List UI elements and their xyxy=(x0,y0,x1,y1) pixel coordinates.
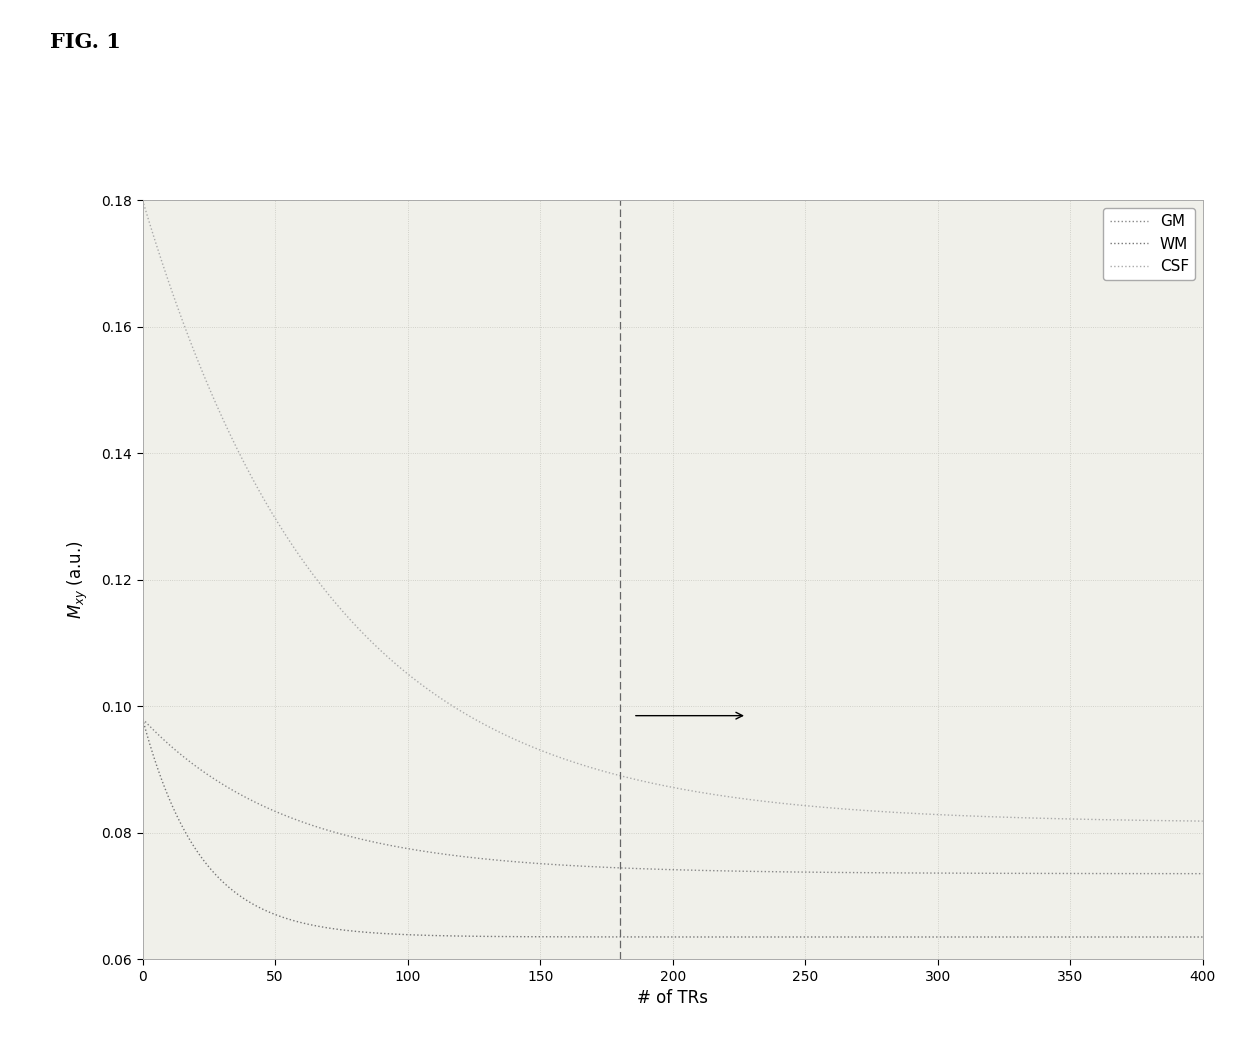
Text: FIG. 1: FIG. 1 xyxy=(50,32,120,52)
X-axis label: # of TRs: # of TRs xyxy=(637,989,708,1008)
Y-axis label: $M_{xy}$ (a.u.): $M_{xy}$ (a.u.) xyxy=(66,541,91,619)
Legend: GM, WM, CSF: GM, WM, CSF xyxy=(1104,208,1195,280)
